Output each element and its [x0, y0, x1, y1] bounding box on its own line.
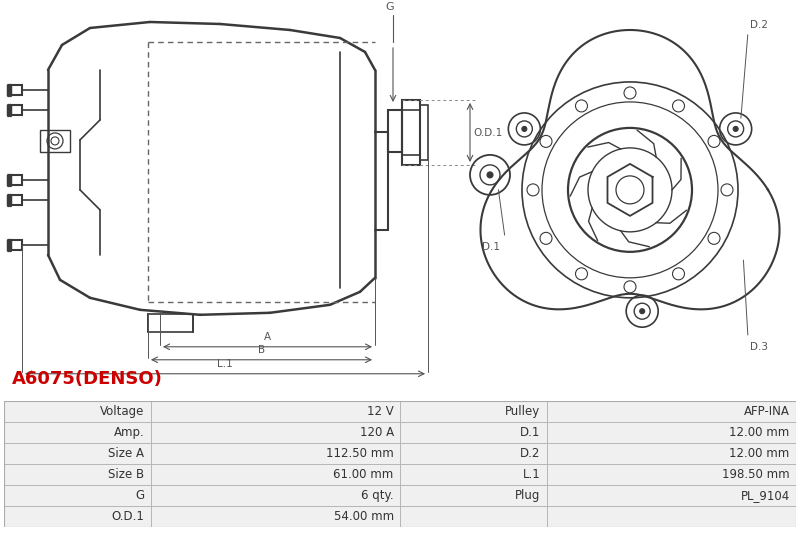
Text: PL_9104: PL_9104	[741, 489, 790, 502]
Bar	[10, 240, 22, 250]
Text: G: G	[135, 489, 144, 502]
Text: D.1: D.1	[520, 426, 540, 439]
Bar	[150, 401, 400, 422]
Text: Amp.: Amp.	[114, 426, 144, 439]
Bar	[10, 85, 22, 95]
Text: 12.00 mm: 12.00 mm	[730, 426, 790, 439]
Bar	[150, 485, 400, 506]
Text: O.D.1: O.D.1	[111, 510, 144, 523]
Text: D.2: D.2	[750, 20, 768, 30]
Text: D.3: D.3	[750, 342, 768, 352]
Text: Size B: Size B	[108, 468, 144, 481]
Bar	[420, 105, 428, 160]
Bar	[150, 422, 400, 443]
Text: Size A: Size A	[108, 447, 144, 460]
Text: L.1: L.1	[522, 468, 540, 481]
Bar	[4, 485, 150, 506]
Bar	[388, 110, 402, 152]
Text: A: A	[264, 332, 271, 342]
Circle shape	[487, 172, 493, 178]
Bar	[546, 422, 796, 443]
Text: A6075(DENSO): A6075(DENSO)	[12, 370, 163, 388]
Bar	[150, 464, 400, 485]
Text: 54.00 mm: 54.00 mm	[334, 510, 394, 523]
Text: 112.50 mm: 112.50 mm	[326, 447, 394, 460]
Bar	[546, 485, 796, 506]
Bar	[546, 506, 796, 527]
Text: 198.50 mm: 198.50 mm	[722, 468, 790, 481]
Bar	[148, 314, 193, 332]
Bar	[402, 100, 420, 165]
Bar	[10, 175, 22, 185]
Bar	[40, 130, 70, 152]
Bar	[546, 464, 796, 485]
Bar	[150, 506, 400, 527]
Bar	[4, 401, 150, 422]
Bar	[10, 195, 22, 205]
Text: 12.00 mm: 12.00 mm	[730, 447, 790, 460]
Text: L.1: L.1	[217, 359, 233, 369]
Text: G: G	[386, 2, 394, 12]
Text: Plug: Plug	[515, 489, 540, 502]
Bar	[402, 155, 420, 165]
Text: D.2: D.2	[520, 447, 540, 460]
Bar	[400, 401, 546, 422]
Circle shape	[733, 126, 738, 132]
Circle shape	[640, 309, 645, 314]
Bar	[400, 464, 546, 485]
Bar	[400, 422, 546, 443]
Bar	[4, 443, 150, 464]
Bar	[400, 485, 546, 506]
Text: 6 qty.: 6 qty.	[361, 489, 394, 502]
Text: B: B	[258, 345, 265, 355]
Bar	[400, 506, 546, 527]
Text: Pulley: Pulley	[505, 405, 540, 418]
Bar	[10, 105, 22, 115]
Bar	[400, 443, 546, 464]
Text: AFP-INA: AFP-INA	[744, 405, 790, 418]
Text: 120 A: 120 A	[359, 426, 394, 439]
Text: O.D.1: O.D.1	[473, 128, 502, 138]
Bar	[150, 443, 400, 464]
Bar	[4, 506, 150, 527]
Bar	[4, 422, 150, 443]
Text: D.1: D.1	[482, 242, 500, 252]
Circle shape	[522, 126, 527, 132]
Bar	[4, 464, 150, 485]
Text: 61.00 mm: 61.00 mm	[334, 468, 394, 481]
Text: Voltage: Voltage	[100, 405, 144, 418]
Bar	[546, 443, 796, 464]
Bar	[546, 401, 796, 422]
Text: 12 V: 12 V	[367, 405, 394, 418]
Bar	[402, 100, 420, 110]
